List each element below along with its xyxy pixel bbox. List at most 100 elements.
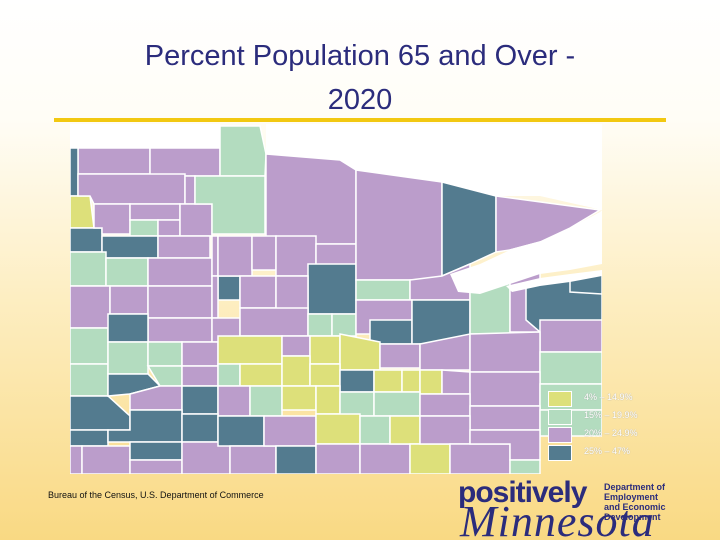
county: [194, 175, 266, 235]
county: [355, 279, 411, 301]
county: [469, 331, 541, 373]
legend-swatch: [548, 409, 572, 425]
county: [419, 415, 471, 445]
logo-word-minnesota: Minnesota: [460, 497, 655, 546]
lake-superior-shore: [506, 270, 602, 292]
county: [509, 459, 541, 474]
map-edge-right: [540, 124, 602, 210]
county: [469, 405, 541, 431]
page-title: Percent Population 65 and Over - 2020: [40, 34, 680, 122]
county: [181, 385, 219, 415]
county: [217, 415, 265, 447]
legend-swatch: [548, 427, 572, 443]
department-line-1: Department of Employment: [604, 482, 666, 502]
county: [419, 393, 471, 417]
county: [179, 203, 213, 237]
county: [70, 285, 111, 329]
county: [401, 369, 421, 393]
county: [315, 443, 361, 474]
legend-label: 20% – 24.9%: [584, 428, 638, 438]
county: [70, 195, 95, 229]
map-edge-nw: [70, 124, 220, 148]
county: [315, 385, 341, 415]
county: [184, 175, 196, 205]
county: [181, 441, 231, 474]
county: [281, 385, 317, 411]
county: [109, 285, 149, 315]
title-line-2: 2020: [327, 84, 393, 116]
county: [339, 391, 375, 417]
county: [147, 257, 213, 287]
county: [409, 443, 451, 474]
county: [441, 369, 471, 395]
county: [239, 275, 277, 309]
county: [419, 369, 443, 395]
county: [217, 275, 241, 301]
county: [211, 275, 219, 319]
county: [307, 263, 357, 315]
county: [77, 173, 186, 205]
county: [373, 391, 421, 417]
county: [70, 395, 131, 431]
county: [331, 313, 357, 337]
county: [147, 317, 213, 343]
county: [147, 285, 213, 319]
lake-superior: [450, 210, 602, 294]
county: [77, 147, 151, 175]
county: [70, 429, 109, 447]
county: [147, 341, 183, 367]
county: [70, 363, 109, 397]
department-line-2: and Economic Development: [604, 502, 666, 522]
title-underline: [54, 118, 666, 122]
county: [157, 235, 211, 259]
county: [359, 415, 391, 445]
county: [149, 147, 221, 177]
county: [211, 235, 219, 277]
county: [107, 313, 149, 343]
county: [70, 445, 83, 474]
county: [81, 445, 131, 474]
county-map: [70, 124, 602, 474]
county: [181, 365, 219, 387]
county: [239, 307, 309, 337]
logo-word-positively: positively: [458, 476, 587, 509]
legend-label: 25% – 47%: [584, 446, 631, 456]
county: [359, 443, 411, 474]
county: [251, 235, 277, 271]
legend-label: 15% – 19.9%: [584, 410, 638, 420]
county: [101, 235, 159, 259]
county: [249, 385, 283, 417]
map-edge-top: [266, 124, 540, 196]
county: [309, 335, 341, 365]
positively-minnesota-logo: positively Minnesota Department of Emplo…: [458, 476, 720, 546]
source-note: Bureau of the Census, U.S. Department of…: [48, 490, 264, 500]
county: [129, 459, 183, 474]
county: [181, 341, 219, 367]
county: [281, 335, 311, 357]
county: [107, 341, 149, 375]
county: [369, 319, 413, 345]
county: [217, 385, 251, 417]
county: [469, 371, 541, 407]
county: [263, 415, 317, 447]
county: [307, 313, 333, 337]
county: [105, 257, 149, 287]
county: [275, 445, 317, 474]
county: [107, 409, 183, 443]
county: [217, 363, 241, 387]
title-line-1: Percent Population 65 and Over -: [144, 40, 576, 72]
county: [129, 219, 159, 237]
county: [239, 363, 283, 387]
county: [355, 169, 443, 281]
county: [539, 319, 602, 353]
legend-label: 4% – 14.9%: [584, 392, 633, 402]
county: [157, 219, 181, 237]
county: [389, 415, 421, 445]
county: [441, 181, 497, 278]
county: [219, 125, 267, 177]
county: [70, 251, 107, 287]
county: [449, 443, 511, 474]
county: [129, 203, 181, 221]
legend-swatch: [548, 445, 572, 461]
county: [70, 327, 109, 365]
